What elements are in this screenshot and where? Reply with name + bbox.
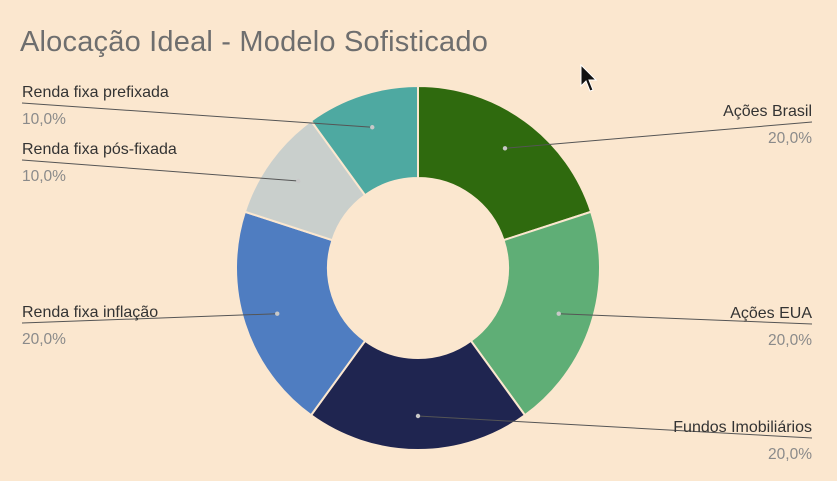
slice-label-2: Fundos Imobiliários xyxy=(673,419,812,436)
leader-dot-4 xyxy=(296,178,301,184)
leader-dot-3 xyxy=(275,311,280,316)
mouse-cursor-icon xyxy=(580,64,598,92)
slice-label-3: Renda fixa inflação xyxy=(22,304,158,321)
slice-value-1: 20,0% xyxy=(768,332,812,349)
slice-value-5: 10,0% xyxy=(22,111,66,128)
leader-line-0 xyxy=(504,121,813,149)
donut-slices xyxy=(235,84,601,451)
slice-value-0: 20,0% xyxy=(768,130,812,147)
leader-dot-0 xyxy=(502,146,508,151)
slice-label-0: Ações Brasil xyxy=(723,103,812,120)
slice-label-4: Renda fixa pós-fixada xyxy=(22,141,177,158)
slice-label-5: Renda fixa prefixada xyxy=(22,84,169,101)
slice-value-3: 20,0% xyxy=(22,331,66,348)
leader-dot-2 xyxy=(415,413,421,419)
leader-lines xyxy=(21,102,813,439)
leader-line-5 xyxy=(21,102,373,128)
leader-line-3 xyxy=(21,313,278,324)
leader-line-4 xyxy=(21,159,299,182)
donut-slice-3[interactable] xyxy=(235,210,367,417)
chart-title: Alocação Ideal - Modelo Sofisticado xyxy=(20,26,489,58)
slice-labels: Ações Brasil 20,0% Ações EUA 20,0% Fundos Im… xyxy=(22,84,812,463)
donut-slice-2[interactable] xyxy=(309,339,527,451)
leader-dot-1 xyxy=(556,311,561,316)
leader-dot-5 xyxy=(370,125,375,130)
donut-slice-5[interactable] xyxy=(309,84,419,197)
donut-slice-1[interactable] xyxy=(469,210,601,417)
slice-value-4: 10,0% xyxy=(22,168,66,185)
leader-line-1 xyxy=(558,313,813,325)
donut-slice-0[interactable] xyxy=(417,84,593,242)
leader-line-2 xyxy=(417,415,813,439)
slice-label-1: Ações EUA xyxy=(730,305,812,322)
slice-value-2: 20,0% xyxy=(768,446,812,463)
